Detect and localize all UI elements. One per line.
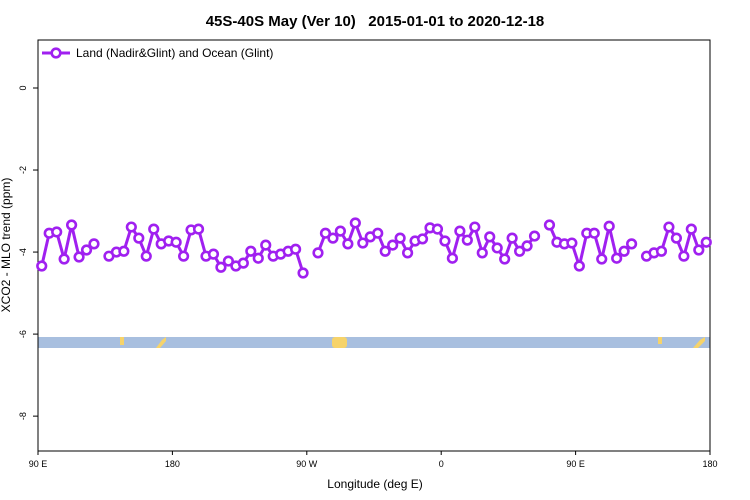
data-point — [625, 238, 638, 250]
data-point — [528, 230, 541, 242]
data-point — [379, 245, 391, 257]
data-point — [252, 252, 264, 264]
land-spot — [120, 337, 124, 345]
data-point — [88, 238, 100, 250]
data-point — [506, 232, 518, 244]
data-point — [327, 232, 339, 244]
data-point — [618, 245, 630, 257]
data-point — [148, 223, 160, 235]
data-point — [439, 235, 451, 247]
data-point — [51, 226, 63, 238]
data-point — [118, 245, 130, 257]
y-tick-label: -6 — [18, 330, 28, 338]
y-axis-label: XCO2 - MLO trend (ppm) — [0, 178, 13, 313]
data-point — [170, 236, 182, 248]
legend-label: Land (Nadir&Glint) and Ocean (Glint) — [76, 46, 273, 60]
data-point — [215, 261, 227, 273]
land-spot — [332, 337, 347, 348]
data-point — [260, 239, 272, 251]
data-point — [678, 250, 690, 262]
x-tick-label: 90 E — [566, 459, 585, 469]
data-point — [297, 267, 309, 279]
data-point — [133, 232, 145, 244]
data-point — [543, 219, 556, 231]
data-point — [65, 219, 78, 231]
data-point — [192, 223, 205, 235]
data-point — [446, 252, 459, 264]
land-spot — [693, 337, 705, 348]
data-point — [603, 220, 615, 232]
data-point — [611, 252, 623, 264]
data-point — [663, 221, 675, 233]
data-point — [499, 253, 511, 265]
data-point — [178, 250, 190, 262]
data-point — [484, 231, 496, 243]
chart-title: 45S-40S May (Ver 10) 2015-01-01 to 2020-… — [206, 13, 545, 30]
data-point — [58, 253, 70, 265]
data-point — [245, 245, 257, 257]
data-point — [521, 240, 533, 252]
data-point — [685, 223, 697, 235]
data-point — [454, 225, 466, 237]
data-point — [588, 227, 600, 239]
data-point — [312, 247, 324, 259]
x-tick-label: 90 E — [29, 459, 48, 469]
data-point — [513, 245, 526, 257]
legend-marker — [50, 47, 62, 59]
y-tick-label: -2 — [18, 166, 28, 174]
data-point — [73, 251, 85, 263]
data-point — [222, 255, 234, 267]
x-tick-label: 180 — [165, 459, 180, 469]
data-point — [700, 236, 712, 248]
data-point — [237, 257, 249, 269]
land-ocean-strip — [38, 337, 710, 348]
data-point — [573, 260, 585, 272]
x-axis-label: Longitude (deg E) — [327, 477, 422, 491]
data-point — [140, 250, 152, 262]
data-point — [36, 260, 48, 272]
data-point — [596, 253, 608, 265]
ocean-strip — [38, 337, 710, 348]
x-tick-label: 90 W — [296, 459, 318, 469]
data-point — [80, 244, 93, 256]
land-spot — [658, 337, 662, 344]
data-point — [394, 232, 406, 244]
data-point — [290, 243, 302, 255]
data-point — [655, 245, 668, 257]
data-point — [476, 247, 488, 259]
data-point — [461, 234, 473, 246]
plot-frame — [37, 39, 711, 452]
data-point — [357, 237, 369, 249]
land-spot — [156, 337, 166, 348]
data-point — [469, 221, 481, 233]
data-point — [125, 221, 137, 233]
x-tick-label: 0 — [439, 459, 444, 469]
y-tick-label: 0 — [18, 85, 28, 90]
data-point — [349, 217, 361, 229]
data-point — [402, 247, 414, 259]
data-point — [693, 244, 705, 256]
data-point — [342, 238, 354, 250]
data-point — [334, 225, 347, 237]
data-point — [670, 232, 683, 244]
y-tick-label: -8 — [18, 412, 28, 420]
data-point — [416, 233, 429, 245]
data-point — [319, 227, 332, 239]
data-point — [431, 223, 444, 235]
data-point — [566, 237, 578, 249]
data-point — [387, 239, 399, 251]
data-point — [207, 248, 220, 260]
data-point — [372, 227, 384, 239]
y-tick-label: -4 — [18, 248, 28, 256]
x-tick-label: 180 — [702, 459, 717, 469]
data-point — [491, 242, 503, 254]
